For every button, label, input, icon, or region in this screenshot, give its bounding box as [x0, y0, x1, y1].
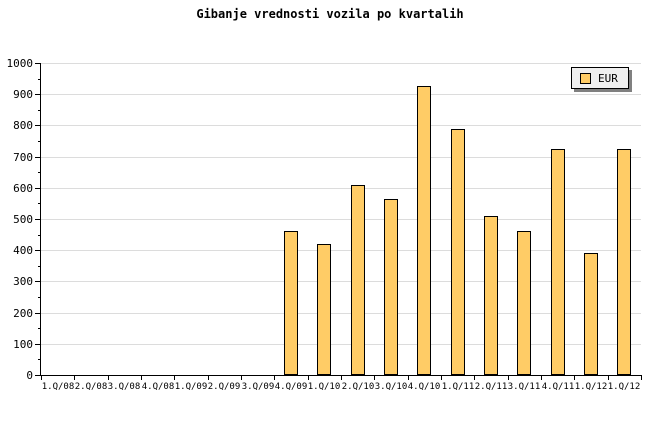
- x-tick: [141, 375, 142, 380]
- x-tick-label: 1.Q/12: [574, 382, 608, 392]
- x-tick-label: 2.Q/11: [474, 382, 508, 392]
- x-tick: [308, 375, 309, 380]
- legend-swatch-icon: [580, 72, 591, 84]
- y-major-tick: [35, 187, 40, 189]
- gridline: [41, 219, 641, 220]
- bar: [417, 86, 431, 375]
- x-tick-label: 4.Q/11: [541, 382, 575, 392]
- x-tick-label: 3.Q/08: [107, 382, 141, 392]
- bar: [284, 231, 298, 375]
- gridline: [41, 250, 641, 252]
- y-tick-label: 0: [26, 369, 33, 382]
- y-tick-label: 400: [13, 244, 33, 258]
- y-major-tick: [35, 250, 40, 252]
- y-minor-tick: [38, 359, 40, 361]
- x-tick-label: 4.Q/10: [407, 382, 441, 392]
- x-tick-label: 2.Q/10: [341, 382, 375, 392]
- y-tick-label: 500: [13, 213, 33, 226]
- bar: [517, 231, 531, 375]
- y-tick-label: 600: [13, 181, 33, 195]
- y-tick-label: 1000: [6, 57, 34, 70]
- y-major-tick: [35, 94, 40, 96]
- x-tick: [641, 375, 642, 380]
- gridline: [41, 187, 641, 189]
- y-major-tick: [35, 125, 40, 127]
- x-tick: [374, 375, 375, 380]
- x-tick: [508, 375, 509, 380]
- x-tick: [341, 375, 342, 380]
- x-tick: [608, 375, 609, 380]
- x-tick: [541, 375, 542, 380]
- y-tick-label: 200: [13, 306, 33, 320]
- y-minor-tick: [38, 172, 40, 174]
- y-tick-label: 900: [13, 88, 33, 102]
- x-tick-label: 1.Q/09: [174, 382, 208, 392]
- legend-label: EUR: [598, 71, 618, 85]
- x-tick-label: 1.Q/11: [441, 382, 475, 392]
- bar: [384, 199, 398, 375]
- gridline: [41, 94, 641, 96]
- y-minor-tick: [38, 141, 40, 142]
- y-tick-label: 300: [13, 275, 33, 289]
- x-tick: [241, 375, 242, 380]
- x-tick: [441, 375, 442, 380]
- y-minor-tick: [38, 109, 40, 111]
- y-minor-tick: [38, 203, 40, 205]
- legend: EUR: [571, 67, 629, 89]
- x-tick: [174, 375, 175, 380]
- chart-title: Gibanje vrednosti vozila po kvartalih: [196, 7, 464, 21]
- y-tick-label: 100: [13, 337, 33, 351]
- y-major-tick: [35, 156, 40, 158]
- x-tick: [474, 375, 475, 380]
- x-tick-label: 3.Q/09: [241, 382, 275, 392]
- x-tick: [408, 375, 409, 380]
- x-tick: [108, 375, 109, 380]
- y-minor-tick: [38, 328, 40, 330]
- x-tick-label: 3.Q/11: [507, 382, 541, 392]
- x-tick-label: 1.Q/12: [607, 382, 641, 392]
- y-minor-tick: [38, 78, 40, 80]
- x-tick-label: 1.Q/08: [41, 382, 75, 392]
- gridline: [41, 156, 641, 158]
- x-tick-label: 3.Q/10: [374, 382, 408, 392]
- bar: [484, 216, 498, 375]
- x-tick-label: 1.Q/10: [307, 382, 341, 392]
- bar: [351, 185, 365, 375]
- y-minor-tick: [38, 234, 40, 236]
- y-tick-label: 700: [13, 150, 33, 164]
- x-tick: [274, 375, 275, 380]
- gridline: [41, 343, 641, 345]
- y-major-tick: [35, 63, 40, 64]
- bar: [617, 149, 631, 375]
- y-minor-tick: [38, 297, 40, 298]
- x-tick-label: 2.Q/09: [207, 382, 241, 392]
- bar: [451, 129, 465, 375]
- x-tick-label: 4.Q/09: [274, 382, 308, 392]
- y-tick-label: 800: [13, 119, 33, 133]
- x-tick: [208, 375, 209, 380]
- y-major-tick: [35, 281, 40, 283]
- x-tick: [41, 375, 42, 380]
- gridline: [41, 125, 641, 127]
- gridline: [41, 312, 641, 314]
- x-tick-label: 4.Q/08: [141, 382, 175, 392]
- x-tick: [574, 375, 575, 380]
- bar: [551, 149, 565, 375]
- y-major-tick: [35, 219, 40, 220]
- y-axis: [40, 63, 41, 376]
- bar: [584, 253, 598, 375]
- x-tick: [74, 375, 75, 380]
- y-major-tick: [35, 343, 40, 345]
- y-minor-tick: [38, 265, 40, 267]
- gridline: [41, 63, 641, 64]
- y-major-tick: [35, 375, 40, 376]
- gridline: [41, 281, 641, 283]
- bar: [317, 244, 331, 375]
- y-major-tick: [35, 312, 40, 314]
- x-tick-label: 2.Q/08: [74, 382, 108, 392]
